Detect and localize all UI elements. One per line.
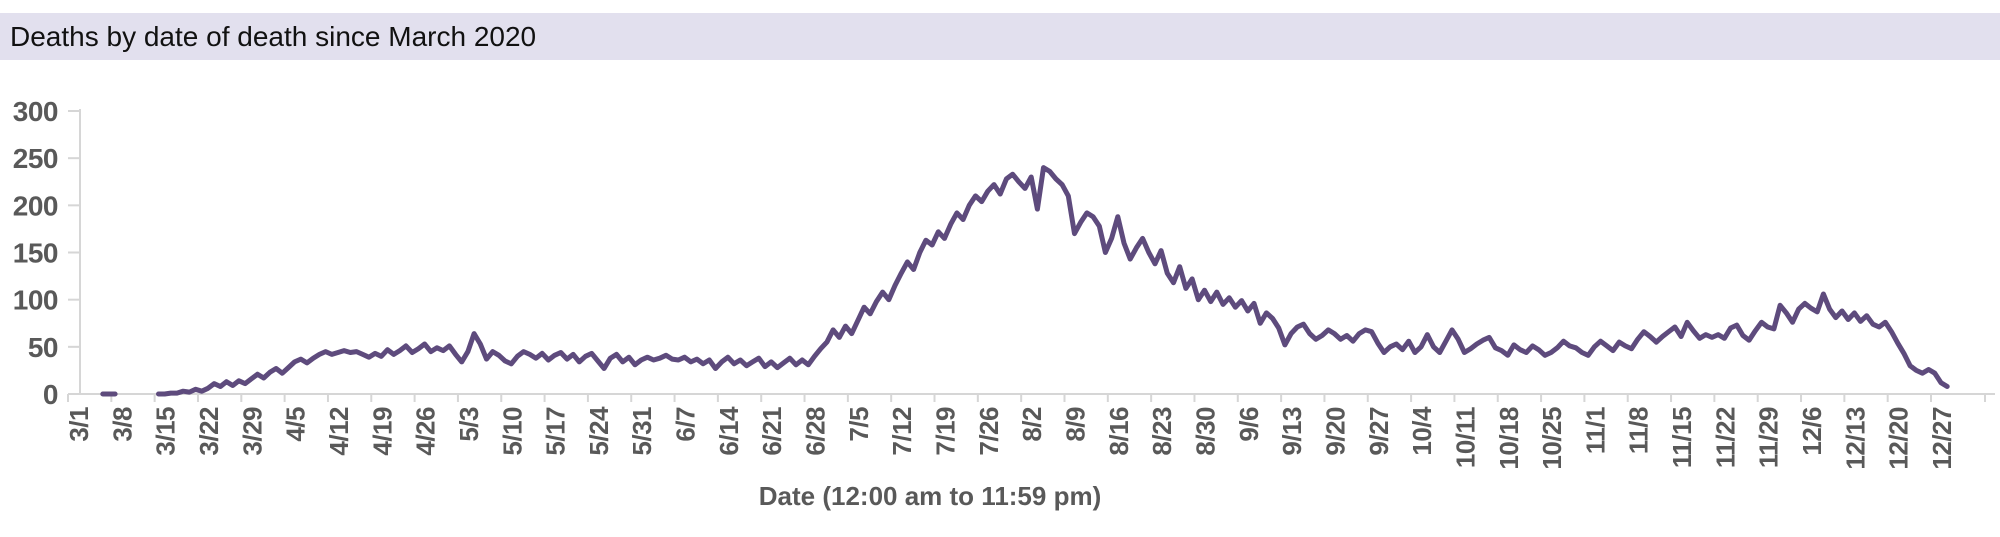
x-tick-label: 5/3: [454, 407, 484, 442]
y-tick-label: 50: [28, 332, 58, 363]
x-axis: 3/1 3/8 3/15 3/22 3/29 4/5 4/12 4/19 4/26 5/3 5/10…: [64, 393, 1995, 470]
deaths-line-series: [100, 165, 1950, 397]
x-tick-label: 11/22: [1710, 407, 1740, 468]
x-tick-label: 11/1: [1580, 407, 1610, 454]
x-tick-label: 10/18: [1494, 407, 1524, 470]
x-tick-label: 10/11: [1450, 407, 1480, 468]
x-tick-label: 8/2: [1017, 407, 1047, 442]
x-tick-label: 11/8: [1624, 407, 1654, 454]
x-tick-label: 4/19: [367, 407, 397, 456]
x-tick-label: 5/17: [541, 407, 571, 456]
x-tick-label: 5/31: [627, 407, 657, 456]
y-axis: 0 50 100 150 200 250 300: [13, 96, 81, 410]
x-tick-label: 11/15: [1667, 407, 1697, 468]
x-tick-label: 9/27: [1364, 407, 1394, 456]
x-tick-label: 6/28: [801, 407, 831, 456]
x-tick-label: 5/10: [497, 407, 527, 456]
x-tick-label: 3/15: [151, 407, 181, 456]
x-tick-label: 3/29: [237, 407, 267, 456]
x-tick-label: 8/30: [1190, 407, 1220, 456]
x-tick-label: 9/13: [1277, 407, 1307, 456]
x-tick-label: 8/23: [1147, 407, 1177, 456]
y-tick-label: 200: [13, 190, 58, 221]
x-tick-label: 3/1: [64, 407, 94, 442]
y-tick-label: 100: [13, 285, 58, 316]
x-tick-label: 7/5: [844, 407, 874, 442]
y-tick-label: 300: [13, 96, 58, 127]
x-tick-label: 8/9: [1060, 407, 1090, 442]
x-tick-label: 7/12: [887, 407, 917, 456]
chart-title: Deaths by date of death since March 2020: [10, 20, 537, 52]
chart-header: Deaths by date of death since March 2020: [0, 13, 2000, 60]
x-tick-label: 3/8: [107, 407, 137, 442]
x-tick-label: 12/27: [1927, 407, 1957, 470]
y-tick-label: 150: [13, 238, 58, 269]
deaths-line-path: [100, 165, 1950, 397]
x-axis-title: Date (12:00 am to 11:59 pm): [758, 481, 1102, 511]
y-tick-label: 0: [43, 379, 58, 410]
x-tick-label: 6/7: [671, 407, 701, 442]
x-tick-label: 7/26: [974, 407, 1004, 456]
x-tick-label: 12/6: [1797, 407, 1827, 456]
x-tick-label: 4/5: [281, 407, 311, 442]
x-tick-label: 8/16: [1104, 407, 1134, 456]
x-tick-label: 12/20: [1884, 407, 1914, 470]
x-tick-label: 7/19: [931, 407, 961, 456]
x-tick-label: 12/13: [1840, 407, 1870, 470]
x-tick-label: 10/4: [1407, 406, 1437, 456]
x-tick-label: 9/20: [1320, 407, 1350, 456]
x-tick-label: 4/26: [411, 407, 441, 456]
x-tick-label: 3/22: [194, 407, 224, 456]
x-tick-label: 6/14: [714, 406, 744, 456]
x-tick-label: 6/21: [757, 407, 787, 456]
x-tick-label: 11/29: [1754, 407, 1784, 468]
x-tick-label: 10/25: [1537, 407, 1567, 470]
y-tick-label: 250: [13, 143, 58, 174]
x-tick-label: 9/6: [1234, 407, 1264, 442]
x-tick-label: 5/24: [584, 406, 614, 456]
x-tick-label: 4/12: [324, 407, 354, 456]
